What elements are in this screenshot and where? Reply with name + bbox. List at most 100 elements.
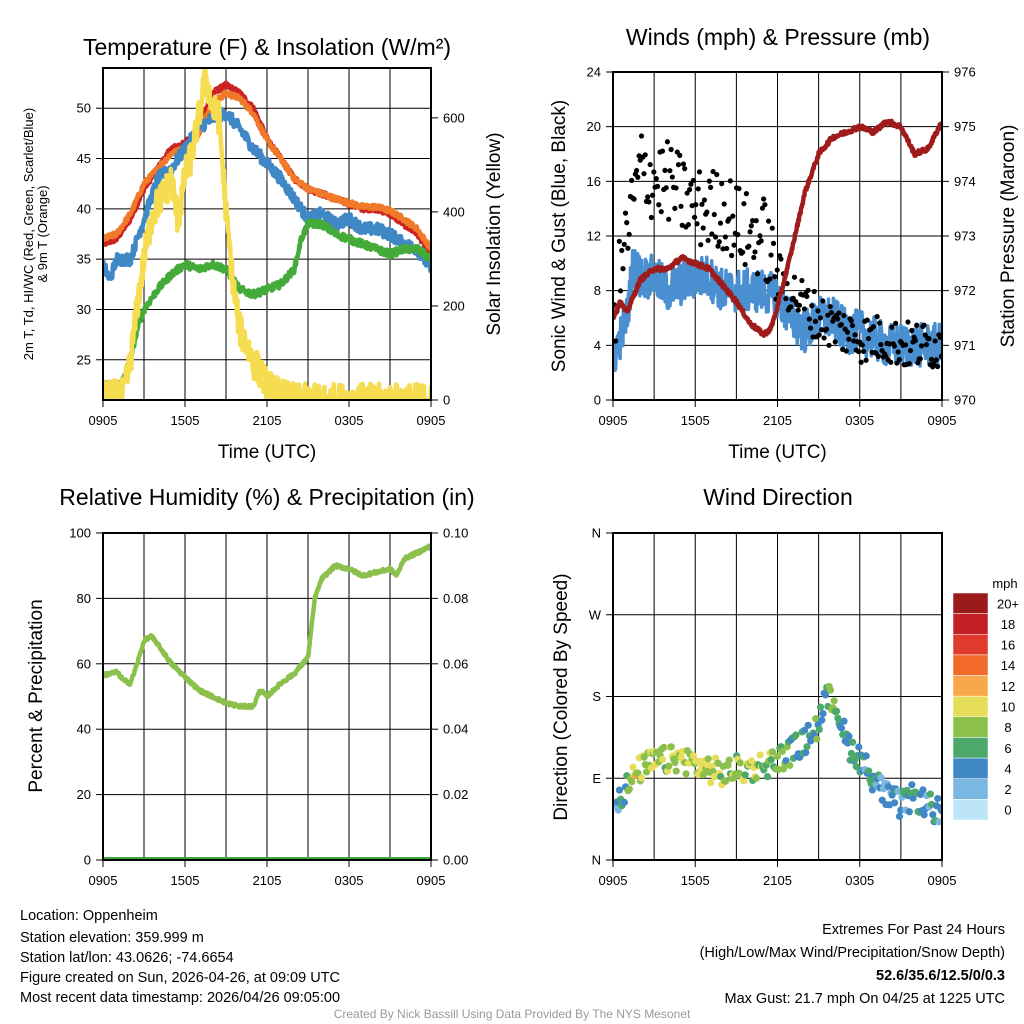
y-tick-label: 80 [77,591,91,606]
direction-point [804,721,812,729]
direction-point [625,785,633,793]
direction-point [919,786,927,794]
gust-point [817,315,824,321]
gust-point [891,343,898,349]
gust-point [633,167,640,174]
y-tick-label: 40 [77,201,91,216]
gust-point [860,348,867,354]
colorbar-tick-label: 8 [1004,720,1011,735]
gust-point [935,363,941,370]
gust-point [878,342,884,348]
y-right-tick-label: 400 [443,204,465,219]
chart-title: Temperature (F) & Insolation (W/m²) [83,34,451,60]
gust-point [902,342,909,348]
colorbar-label: mph [992,576,1017,591]
gust-point [724,245,730,252]
info-elevation: Station elevation: 359.999 m [20,930,204,946]
gust-point [923,342,930,348]
gust-point [696,169,703,175]
direction-point [767,756,775,764]
panel-dir: Wind Direction N E S W N 0905 1505 2105 0305 0905 D… [551,484,1019,888]
gust-point [741,201,747,207]
gust-point [921,322,927,328]
extremes-values: 52.6/35.6/12.5/0/0.3 [876,968,1005,984]
gust-point [826,342,832,348]
series-solar-insolation [103,68,431,400]
info-recent: Most recent data timestamp: 2026/04/26 0… [20,990,340,1006]
gust-point [806,316,812,322]
gust-point [699,201,705,207]
gust-point [828,310,835,316]
gust-point [791,274,798,280]
gust-point [815,308,821,314]
direction-point [909,794,917,802]
direction-point [768,748,777,756]
series-2m-t [103,107,431,281]
colorbar-tick-label: 6 [1004,741,1011,756]
y-tick-label: 30 [77,302,91,317]
gust-point [918,343,925,349]
y-tick-label: W [589,607,602,622]
gust-point [742,261,748,268]
gust-point [751,254,757,261]
direction-point [615,786,624,794]
gust-point [695,186,701,192]
y-tick-label: 45 [77,151,91,166]
gust-point [647,161,653,168]
gust-point [747,229,753,235]
chart-title: Winds (mph) & Pressure (mb) [626,24,930,50]
gust-point [864,317,870,323]
gust-point [658,209,664,215]
gust-point [812,318,819,324]
gust-point [852,332,858,338]
gust-point [728,252,735,259]
gust-point [856,349,862,355]
gust-point [693,202,699,208]
direction-point [659,755,667,764]
gust-point [716,239,722,245]
direction-point [888,791,896,799]
gust-point [701,197,708,203]
gust-point [838,321,844,328]
gust-point [889,324,895,330]
direction-point [849,738,857,746]
direction-point [672,767,680,775]
gust-point [656,202,662,208]
gust-point [687,186,693,193]
colorbar-swatch [952,716,989,738]
gust-point [629,177,635,183]
gust-point [937,334,942,340]
colorbar-tick-label: 2 [1004,782,1011,797]
y-tick-label: S [592,689,601,704]
gust-point [841,312,847,319]
gust-point [730,213,736,219]
gust-point [648,214,654,221]
gust-point [688,181,694,187]
colorbar-tick-label: 12 [1001,679,1015,694]
gust-point [799,277,805,284]
direction-point [699,771,707,779]
direction-point [778,747,786,755]
gust-point [886,341,893,347]
gust-point [678,203,684,209]
plot-area [613,118,942,372]
gust-point [712,234,719,240]
y-right-tick-label: 0.06 [443,656,468,671]
gust-point [613,338,619,344]
gust-point [753,218,759,224]
series-td [103,218,431,391]
colorbar-swatch [952,757,989,779]
gust-point [807,325,814,331]
gust-point [805,287,811,293]
gust-point [624,220,630,226]
gust-point [709,231,715,237]
direction-point [802,748,810,757]
series-station-pressure [613,118,942,338]
gust-point [651,169,657,175]
gust-point [642,152,648,158]
gust-point [859,342,865,348]
colorbar-swatch [952,695,989,718]
direction-point [837,724,846,732]
gust-point [804,293,810,300]
gust-point [865,335,872,342]
